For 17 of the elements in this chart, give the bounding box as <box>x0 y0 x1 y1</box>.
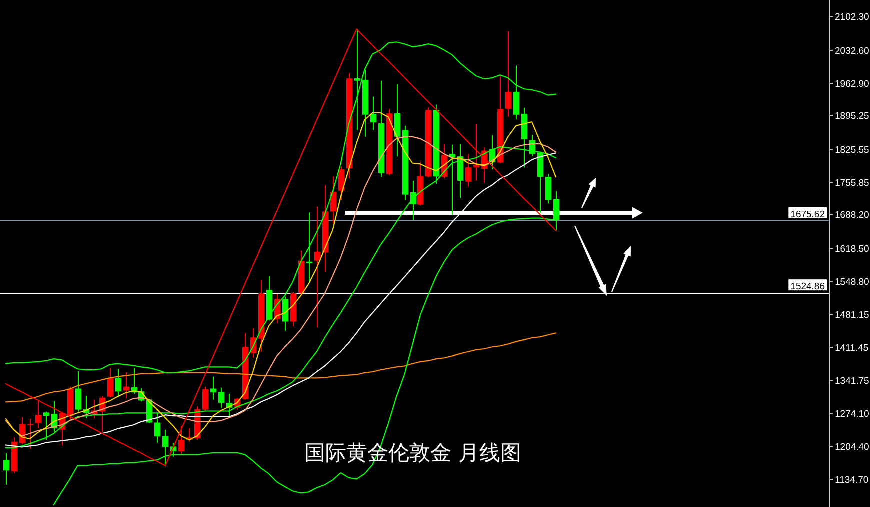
y-tick-label: 1134.70 <box>835 475 869 486</box>
y-tick-label: 1548.80 <box>835 277 870 288</box>
y-tick-label: 1204.40 <box>835 442 870 453</box>
y-tick-label: 2102.30 <box>835 12 870 23</box>
y-tick-label: 1481.15 <box>835 310 870 321</box>
y-tick-label: 1341.75 <box>835 376 870 387</box>
ref-line-label: 1524.86 <box>790 282 825 293</box>
y-tick-label: 2032.60 <box>835 46 870 57</box>
ref-line-label: 1675.62 <box>790 209 825 220</box>
y-tick-label: 1411.45 <box>835 343 869 354</box>
y-tick-label: 1755.85 <box>835 178 870 189</box>
y-tick-label: 1895.25 <box>835 111 870 122</box>
y-tick-label: 1825.55 <box>835 145 870 156</box>
y-tick-label: 1274.10 <box>835 409 870 420</box>
y-tick-label: 1962.90 <box>835 79 870 90</box>
y-tick-label: 1688.20 <box>835 210 870 221</box>
y-tick-label: 1618.50 <box>835 244 870 255</box>
